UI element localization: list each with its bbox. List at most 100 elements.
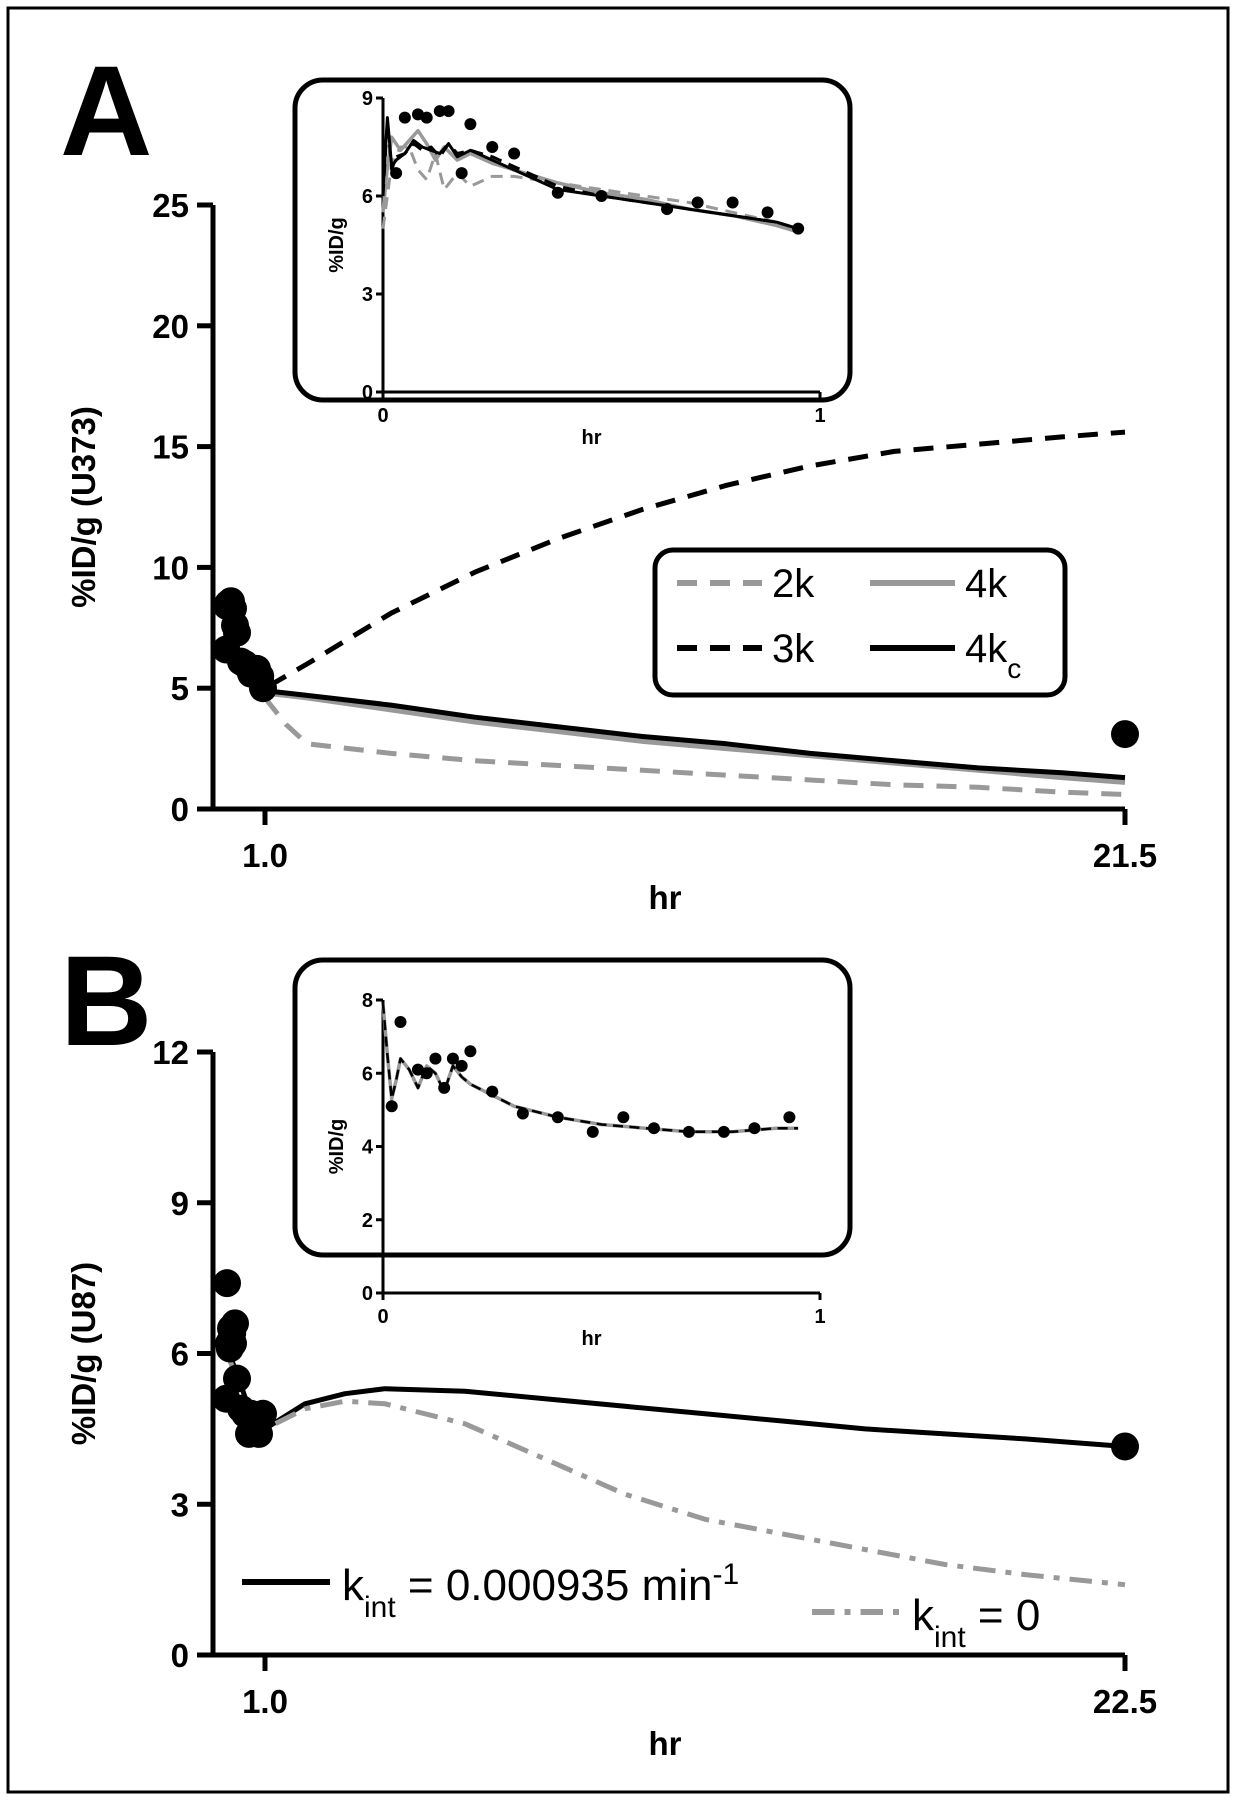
inset-data-point xyxy=(464,118,477,131)
inset-data-point xyxy=(455,1059,468,1072)
inset-series-line-2k xyxy=(381,145,799,231)
x-tick-label: 1.0 xyxy=(242,837,288,874)
inset-x-tick-label: 1 xyxy=(814,1306,825,1328)
inset-frame xyxy=(292,77,853,403)
inset-data-point xyxy=(385,1100,398,1113)
data-point xyxy=(249,674,277,703)
inset-data-point xyxy=(438,1081,451,1094)
inset-frame xyxy=(292,957,853,1258)
inset-data-point xyxy=(486,1085,499,1098)
inset-data-point xyxy=(595,190,608,202)
legend-label-4kc: 4kc xyxy=(965,627,1021,684)
y-tick-label: 3 xyxy=(171,1486,189,1523)
panel-b-chart: 0 3 6 9 12 1.0 22.5 hr %ID/g (U87) 0 2 4 6 8 0 1 hr %ID/g… xyxy=(65,957,1157,1762)
y-tick-label: 25 xyxy=(152,187,189,224)
legend: 2k 4k 3k 4kc xyxy=(652,547,1068,698)
inset-series-line-kint xyxy=(381,1003,799,1134)
inset-data-point xyxy=(647,1122,660,1135)
inset-x-axis-label: hr xyxy=(582,427,602,449)
y-tick-label: 15 xyxy=(152,429,189,466)
inset-data-point xyxy=(691,196,704,209)
inset-data-point xyxy=(486,141,499,153)
data-point xyxy=(223,1364,251,1393)
y-axis-label: %ID/g (U373) xyxy=(65,406,102,608)
inset-series-line-3k xyxy=(381,119,799,231)
inset-y-tick-label: 6 xyxy=(362,1063,373,1085)
inset-y-axis-label: %ID/g xyxy=(326,1119,348,1175)
data-point xyxy=(249,1399,277,1428)
panel-letter-b: B xyxy=(60,930,152,1073)
inset-y-axis-label: %ID/g xyxy=(326,217,348,273)
inset-data-point xyxy=(761,206,774,219)
y-tick-label: 6 xyxy=(171,1336,189,1373)
inset-y-tick-label: 9 xyxy=(362,88,373,110)
y-tick-label: 0 xyxy=(171,1637,189,1674)
inset-data-point xyxy=(508,147,521,160)
inset-chart: 0 2 4 6 8 0 1 hr %ID/g xyxy=(292,957,853,1350)
inset-data-point xyxy=(617,1111,630,1124)
inset-x-tick-label: 1 xyxy=(814,405,825,427)
inset-data-point xyxy=(516,1107,529,1120)
inset-data-point xyxy=(464,1045,477,1058)
inset-y-tick-label: 0 xyxy=(362,1283,373,1305)
inset-y-tick-label: 2 xyxy=(362,1210,373,1232)
x-axis-label: hr xyxy=(649,879,682,916)
y-tick-label: 5 xyxy=(171,670,189,707)
panel-letter-a: A xyxy=(60,40,152,183)
inset-data-point xyxy=(455,167,468,180)
legend: kint = 0.000935 min-1 kint = 0 xyxy=(242,1558,1040,1654)
x-tick-label: 1.0 xyxy=(242,1683,288,1720)
data-point xyxy=(1111,720,1139,749)
inset-chart: 0 3 6 9 0 1 hr %ID/g xyxy=(292,77,853,449)
inset-data-point xyxy=(748,1122,761,1135)
legend-label-2k: 2k xyxy=(772,562,815,606)
inset-data-point xyxy=(717,1125,730,1138)
inset-x-axis-label: hr xyxy=(582,1328,602,1350)
legend-frame xyxy=(652,547,1068,698)
inset-data-point xyxy=(792,222,805,235)
data-point xyxy=(221,1309,249,1338)
legend-label-3k: 3k xyxy=(772,627,815,671)
y-tick-label: 20 xyxy=(152,308,189,345)
inset-y-tick-label: 8 xyxy=(362,990,373,1012)
y-tick-label: 12 xyxy=(152,1034,189,1071)
y-tick-label: 0 xyxy=(171,791,189,828)
inset-data-point xyxy=(420,1067,433,1080)
inset-data-point xyxy=(433,105,446,118)
inset-data-point xyxy=(394,1015,407,1028)
legend-label-kint0: kint = 0 xyxy=(912,1591,1040,1654)
inset-data-point xyxy=(586,1125,599,1138)
legend-label-4k: 4k xyxy=(965,562,1008,606)
data-point xyxy=(219,1329,247,1358)
x-axis-label: hr xyxy=(649,1725,682,1762)
inset-y-tick-label: 0 xyxy=(362,382,373,404)
inset-y-tick-label: 3 xyxy=(362,284,373,306)
inset-data-point xyxy=(661,203,674,216)
inset-data-point xyxy=(726,196,739,209)
x-tick-label: 22.5 xyxy=(1093,1683,1157,1720)
inset-data-point xyxy=(783,1111,796,1124)
x-tick-label: 21.5 xyxy=(1093,837,1157,874)
y-tick-label: 10 xyxy=(152,549,189,586)
inset-series-line-4kc xyxy=(381,116,799,231)
inset-y-tick-label: 6 xyxy=(362,186,373,208)
inset-x-tick-label: 0 xyxy=(377,1306,388,1328)
inset-data-point xyxy=(429,1052,442,1065)
data-point xyxy=(213,1269,241,1298)
legend-label-kint: kint = 0.000935 min-1 xyxy=(342,1558,739,1624)
inset-data-point xyxy=(446,1052,459,1065)
data-point xyxy=(1111,1432,1139,1461)
inset-data-point xyxy=(442,105,455,118)
inset-data-point xyxy=(420,111,433,124)
inset-data-point xyxy=(390,167,403,180)
panel-a-chart: 0 5 10 15 20 25 1.0 21.5 hr %ID/g (U373) 0 3 6 9 0 1 hr%… xyxy=(65,77,1157,916)
inset-data-point xyxy=(398,111,411,124)
y-axis-label: %ID/g (U87) xyxy=(65,1262,102,1445)
y-tick-label: 9 xyxy=(171,1185,189,1222)
data-point xyxy=(223,618,251,647)
inset-data-point xyxy=(551,1111,564,1124)
inset-y-tick-label: 4 xyxy=(362,1137,374,1159)
inset-data-point xyxy=(551,186,564,199)
inset-x-tick-label: 0 xyxy=(377,405,388,427)
